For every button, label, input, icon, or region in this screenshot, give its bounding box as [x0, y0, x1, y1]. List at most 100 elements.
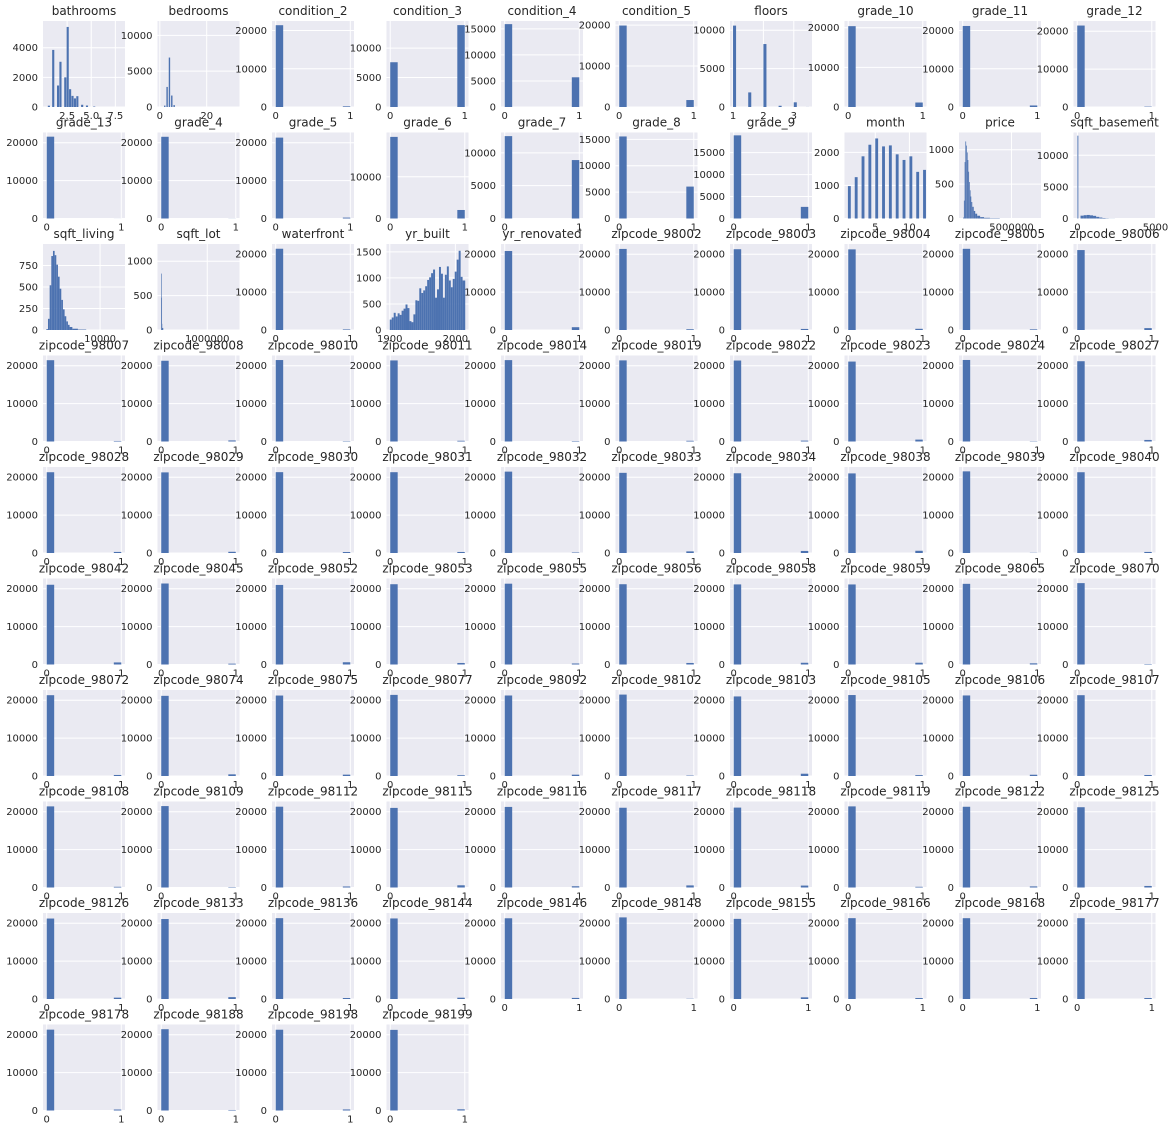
- y-tick-label: 0: [32, 1106, 38, 1117]
- histogram-bar: [984, 217, 990, 219]
- plot-area: [386, 467, 469, 553]
- y-tick-label: 0: [261, 103, 267, 114]
- x-tick-label: 1: [576, 780, 582, 791]
- histogram-panel: 0 10000 20000 0 1 zipcode_98118: [693, 785, 816, 903]
- x-tick-label: 1: [920, 892, 926, 903]
- histogram-bar: [962, 583, 971, 665]
- y-tick-label: 0: [32, 772, 38, 783]
- y-tick-label: 10000: [464, 148, 496, 159]
- y-tick-label: 20000: [464, 473, 496, 484]
- histogram-bar: [415, 300, 418, 330]
- plot-area: [272, 132, 354, 219]
- histogram-bar: [848, 473, 856, 553]
- histogram-bar: [847, 186, 851, 219]
- y-tick-label: 10000: [922, 399, 954, 410]
- histogram-bar: [504, 806, 513, 888]
- panel-title: grade_8: [632, 116, 681, 130]
- x-tick-label: 1: [1034, 780, 1040, 791]
- panel-title: bathrooms: [52, 4, 117, 18]
- histogram-bar: [46, 806, 55, 888]
- histogram-panel: 0 10000 20000 0 1 grade_4: [121, 116, 240, 234]
- histogram-bar: [1077, 583, 1085, 665]
- panel-title: condition_5: [622, 4, 691, 18]
- x-tick-label: 1: [347, 780, 353, 791]
- panel-title: zipcode_98027: [1069, 339, 1159, 353]
- histogram-panel: 0 10000 20000 0 1 zipcode_98008: [121, 339, 244, 457]
- y-tick-label: 0: [146, 214, 152, 225]
- y-tick-label: 20000: [579, 361, 611, 372]
- histogram-bar: [450, 287, 453, 330]
- histogram-bar: [173, 105, 175, 107]
- plot-area: [501, 244, 583, 330]
- histogram-panel: 0 10000 20000 0 1 zipcode_98103: [693, 673, 816, 791]
- y-tick-label: 10000: [1037, 151, 1069, 162]
- histogram-bar: [793, 102, 797, 107]
- histogram-bar: [433, 269, 436, 330]
- y-tick-label: 10000: [235, 1068, 267, 1079]
- x-tick-label: 1: [347, 557, 353, 568]
- histogram-bar: [275, 695, 284, 776]
- histogram-bar: [81, 104, 84, 107]
- histogram-bar: [800, 328, 809, 330]
- y-tick-label: 0: [375, 549, 381, 560]
- plot-area: [959, 132, 1041, 219]
- histogram-bar: [980, 217, 985, 219]
- histogram-bar: [619, 694, 627, 776]
- histogram-panel: 0 10000 20000 0 1 zipcode_98072: [6, 673, 129, 791]
- x-tick-label: 0: [616, 669, 622, 680]
- x-tick-label: 1: [347, 1003, 353, 1014]
- y-tick-label: 0: [375, 437, 381, 448]
- panel-title: zipcode_98177: [1069, 896, 1159, 910]
- y-tick-label: 0: [32, 549, 38, 560]
- y-tick-label: 10000: [464, 622, 496, 633]
- plot-area: [272, 801, 354, 888]
- histogram-panel: 0 10000 20000 0 1 zipcode_98077: [350, 673, 473, 791]
- histogram-panel: 0 5000 10000 0 5000 sqft_basement: [1037, 116, 1169, 234]
- x-tick-label: 1: [1149, 446, 1155, 457]
- histogram-bar: [64, 77, 67, 107]
- histogram-bar: [113, 440, 122, 442]
- y-tick-label: 0: [604, 214, 610, 225]
- histogram-bar: [457, 209, 465, 219]
- x-tick-label: 0: [502, 111, 508, 122]
- histogram-bar: [868, 144, 872, 219]
- y-tick-label: 0: [146, 326, 152, 337]
- y-tick-label: 20000: [922, 361, 954, 372]
- y-tick-label: 0: [833, 660, 839, 671]
- panel-title: zipcode_98148: [611, 896, 701, 910]
- panel-title: zipcode_98070: [1069, 562, 1159, 576]
- x-tick-label: 0: [731, 557, 737, 568]
- y-tick-label: 1000: [814, 181, 839, 192]
- plot-area: [959, 578, 1041, 665]
- histogram-bar: [457, 1109, 465, 1111]
- y-tick-label: 20000: [579, 696, 611, 707]
- y-tick-label: 0: [261, 437, 267, 448]
- panel-title: zipcode_98133: [153, 896, 243, 910]
- x-tick-label: 0: [731, 892, 737, 903]
- x-tick-label: 1: [118, 557, 124, 568]
- histogram-bar: [915, 775, 923, 776]
- histogram-bar: [72, 328, 78, 330]
- y-tick-label: 20000: [6, 1030, 38, 1041]
- x-tick-label: 0: [960, 780, 966, 791]
- histogram-panel: 0 10000 20000 0 1 zipcode_98146: [464, 896, 587, 1014]
- y-tick-label: 20000: [121, 696, 153, 707]
- panel-title: zipcode_98168: [955, 896, 1045, 910]
- y-tick-label: 0: [719, 772, 725, 783]
- y-tick-label: 0: [833, 995, 839, 1006]
- plot-area: [1073, 21, 1156, 107]
- histogram-bar: [168, 57, 171, 107]
- histogram-bar: [113, 662, 122, 665]
- histogram-bar: [1144, 439, 1152, 442]
- histogram-bar: [47, 318, 50, 330]
- y-tick-label: 0: [833, 214, 839, 225]
- x-tick-label: 5: [872, 223, 878, 234]
- histogram-bar: [1029, 663, 1038, 665]
- panel-title: zipcode_98075: [268, 673, 358, 687]
- y-tick-label: 10000: [922, 845, 954, 856]
- y-tick-label: 0: [261, 214, 267, 225]
- histogram-bar: [76, 96, 79, 107]
- histogram-bar: [619, 136, 627, 219]
- plot-area: [501, 132, 583, 219]
- panel-title: zipcode_98144: [382, 896, 472, 910]
